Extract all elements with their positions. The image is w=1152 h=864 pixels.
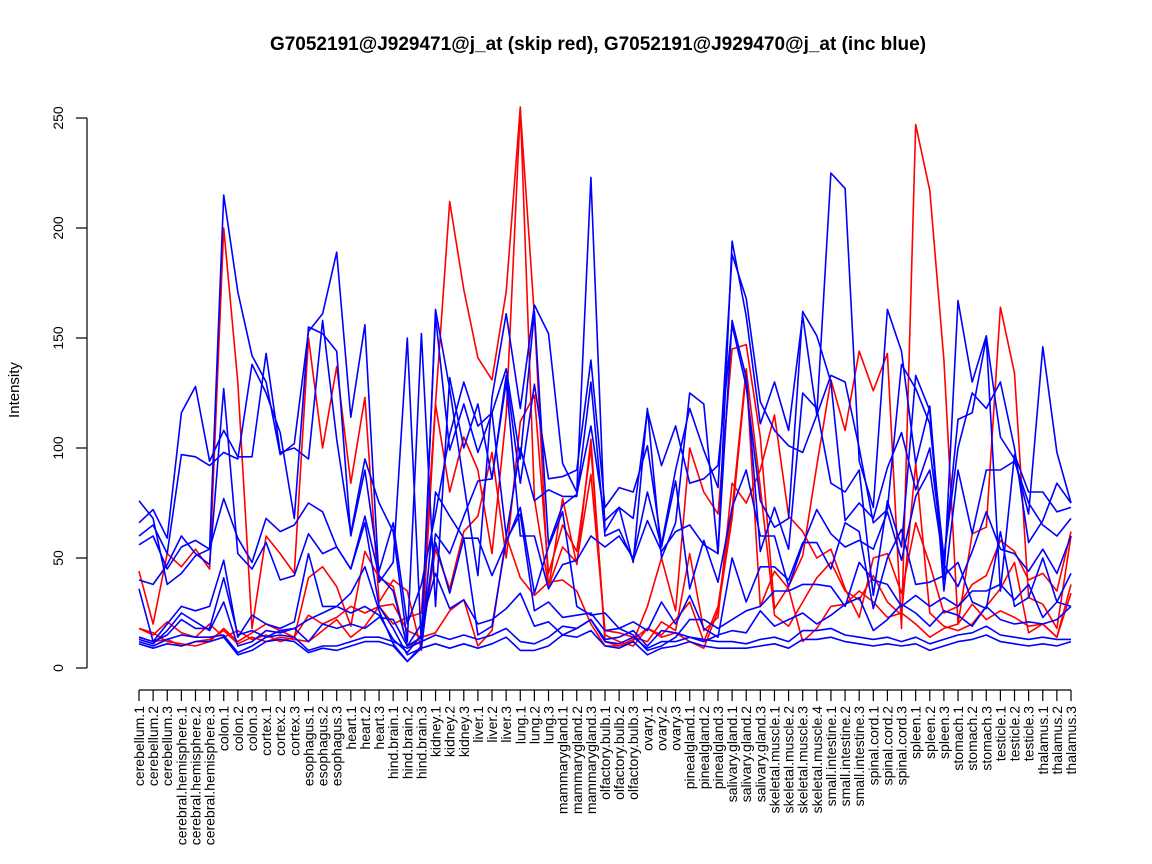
x-tick-label: stomach.3 bbox=[978, 706, 994, 771]
x-tick-label: spinal.cord.2 bbox=[879, 706, 895, 786]
x-tick-label: ovary.1 bbox=[639, 706, 655, 751]
x-tick-label: spleen.1 bbox=[908, 706, 924, 759]
x-tick-label: skeletal.muscle.3 bbox=[795, 706, 811, 814]
x-tick-label: pinealgland.2 bbox=[696, 706, 712, 790]
x-tick-label: thalamus.2 bbox=[1049, 706, 1065, 775]
x-tick-label: esophagus.3 bbox=[329, 706, 345, 786]
x-tick-label: liver.3 bbox=[498, 706, 514, 743]
x-tick-label: hind.brain.2 bbox=[399, 706, 415, 779]
x-tick-label: stomach.2 bbox=[964, 706, 980, 771]
x-tick-label: skeletal.muscle.4 bbox=[809, 706, 825, 814]
y-axis: 0 50 100 150 200 250 bbox=[50, 106, 88, 672]
x-tick-label: cortex.3 bbox=[286, 706, 302, 756]
x-tick-label: testicle.3 bbox=[1021, 706, 1037, 761]
x-tick-label: spinal.cord.3 bbox=[894, 706, 910, 786]
x-tick-label: testicle.2 bbox=[1007, 706, 1023, 761]
x-tick-label: small.intestine.2 bbox=[837, 706, 853, 807]
x-tick-label: cerebellum.1 bbox=[131, 706, 147, 786]
x-tick-label: salivary.gland.1 bbox=[724, 706, 740, 802]
y-tick-label: 150 bbox=[50, 326, 66, 350]
x-tick-label: ovary.3 bbox=[668, 706, 684, 751]
x-tick-label: kidney.2 bbox=[442, 706, 458, 757]
x-tick-label: kidney.1 bbox=[428, 706, 444, 757]
x-tick-label: colon.1 bbox=[216, 706, 232, 751]
x-tick-label: olfactory.bulb.1 bbox=[597, 706, 613, 800]
series-line-inc-4 bbox=[138, 315, 1072, 647]
x-tick-label: skeletal.muscle.2 bbox=[781, 706, 797, 814]
series-layer bbox=[138, 106, 1072, 663]
y-tick-label: 0 bbox=[50, 664, 66, 672]
y-tick-label: 250 bbox=[50, 106, 66, 130]
x-tick-label: small.intestine.3 bbox=[851, 706, 867, 807]
x-tick-label: heart.1 bbox=[343, 706, 359, 750]
x-tick-label: spinal.cord.1 bbox=[865, 706, 881, 786]
x-tick-label: spleen.3 bbox=[936, 706, 952, 759]
x-tick-label: cerebellum.3 bbox=[159, 706, 175, 786]
x-tick-label: hind.brain.1 bbox=[385, 706, 401, 779]
y-tick-label: 200 bbox=[50, 216, 66, 240]
x-tick-label: heart.2 bbox=[357, 706, 373, 750]
x-tick-label: cerebral.hemisphere.3 bbox=[202, 706, 218, 846]
x-tick-label: skeletal.muscle.1 bbox=[766, 706, 782, 814]
y-tick-label: 50 bbox=[50, 550, 66, 566]
series-line-inc-10 bbox=[138, 629, 1072, 663]
x-tick-label: ovary.2 bbox=[653, 706, 669, 751]
x-tick-label: pinealgland.1 bbox=[682, 706, 698, 790]
x-axis: cerebellum.1cerebellum.2cerebellum.3cere… bbox=[131, 689, 1079, 846]
x-tick-label: cerebral.hemisphere.2 bbox=[187, 706, 203, 846]
x-tick-label: lung.3 bbox=[541, 706, 557, 744]
x-tick-label: cortex.2 bbox=[272, 706, 288, 756]
x-tick-label: kidney.3 bbox=[456, 706, 472, 757]
x-tick-label: olfactory.bulb.3 bbox=[625, 706, 641, 800]
x-tick-label: lung.2 bbox=[526, 706, 542, 744]
x-tick-label: testicle.1 bbox=[992, 706, 1008, 761]
x-tick-label: thalamus.1 bbox=[1035, 706, 1051, 775]
x-tick-label: thalamus.3 bbox=[1063, 706, 1079, 775]
x-tick-label: heart.3 bbox=[371, 706, 387, 750]
series-line-inc-3 bbox=[138, 310, 1072, 625]
x-tick-label: cerebellum.2 bbox=[145, 706, 161, 786]
series-line-inc-2 bbox=[138, 253, 1072, 643]
y-tick-label: 100 bbox=[50, 436, 66, 460]
x-tick-label: hind.brain.3 bbox=[413, 706, 429, 779]
x-tick-label: colon.2 bbox=[230, 706, 246, 751]
x-tick-label: mammarygland.3 bbox=[583, 706, 599, 814]
x-tick-label: salivary.gland.3 bbox=[752, 706, 768, 802]
x-tick-label: esophagus.2 bbox=[315, 706, 331, 786]
x-tick-label: pinealgland.3 bbox=[710, 706, 726, 790]
x-tick-label: lung.1 bbox=[512, 706, 528, 744]
series-line-inc-6 bbox=[138, 491, 1072, 663]
x-tick-label: salivary.gland.2 bbox=[738, 706, 754, 802]
x-tick-label: mammarygland.1 bbox=[555, 706, 571, 814]
x-tick-label: esophagus.1 bbox=[300, 706, 316, 786]
series-line-skip-2 bbox=[138, 106, 1072, 643]
x-tick-label: stomach.1 bbox=[950, 706, 966, 771]
x-tick-label: olfactory.bulb.2 bbox=[611, 706, 627, 800]
x-tick-label: liver.1 bbox=[470, 706, 486, 743]
series-line-inc-9 bbox=[138, 618, 1071, 654]
x-tick-label: cerebral.hemisphere.1 bbox=[173, 706, 189, 846]
x-tick-label: colon.3 bbox=[244, 706, 260, 751]
y-axis-label: Intensity bbox=[6, 362, 23, 418]
chart-title: G7052191@J929471@j_at (skip red), G70521… bbox=[270, 34, 926, 55]
x-tick-label: cortex.1 bbox=[258, 706, 274, 756]
x-tick-label: spleen.2 bbox=[922, 706, 938, 759]
series-line-inc-5 bbox=[138, 381, 1072, 656]
x-tick-label: liver.2 bbox=[484, 706, 500, 743]
x-tick-label: mammarygland.2 bbox=[569, 706, 585, 814]
series-line-inc-8 bbox=[138, 572, 1072, 647]
x-tick-label: small.intestine.1 bbox=[823, 706, 839, 807]
